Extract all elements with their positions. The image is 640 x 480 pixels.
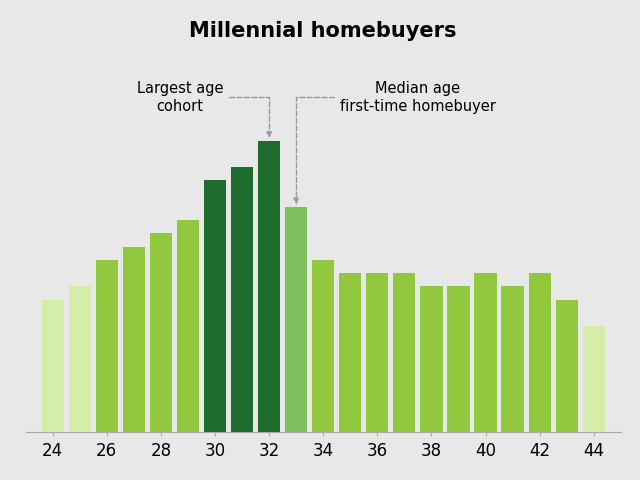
Bar xyxy=(68,287,91,480)
Text: Largest age
cohort: Largest age cohort xyxy=(136,81,271,136)
Bar xyxy=(95,260,118,480)
Bar xyxy=(339,273,362,480)
Bar xyxy=(42,300,64,480)
Bar xyxy=(529,273,551,480)
Bar xyxy=(258,141,280,480)
Bar xyxy=(393,273,415,480)
Bar xyxy=(420,287,442,480)
Bar xyxy=(285,207,307,480)
Title: Millennial homebuyers: Millennial homebuyers xyxy=(189,21,457,41)
Bar xyxy=(150,233,172,480)
Bar xyxy=(366,273,388,480)
Bar xyxy=(177,220,199,480)
Bar xyxy=(474,273,497,480)
Text: Median age
first-time homebuyer: Median age first-time homebuyer xyxy=(294,81,496,203)
Bar xyxy=(231,167,253,480)
Bar xyxy=(123,247,145,480)
Bar xyxy=(312,260,334,480)
Bar xyxy=(204,180,226,480)
Bar xyxy=(582,326,605,480)
Bar xyxy=(502,287,524,480)
Bar xyxy=(447,287,470,480)
Bar xyxy=(556,300,578,480)
